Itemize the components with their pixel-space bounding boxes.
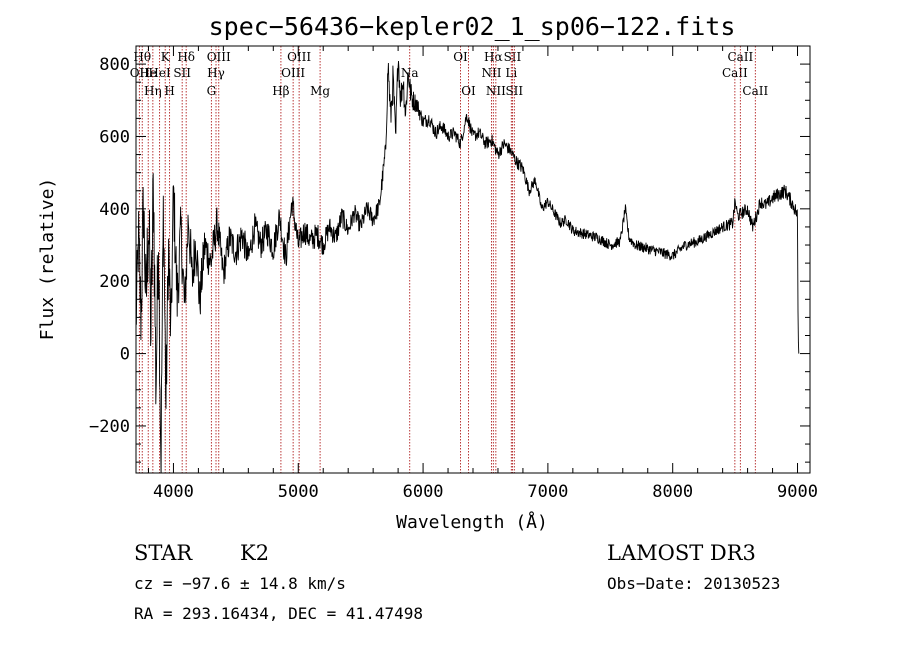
line-marker-label: Hβ [272, 84, 289, 98]
line-marker-label: NII [481, 66, 501, 80]
axes: 4000 5000 6000 7000 8000 9000 −200 0 200 400 600 80… [89, 45, 818, 502]
line-marker-label: OI [461, 84, 476, 98]
x-tick-label: 8000 [652, 482, 693, 502]
line-marker-label: G [207, 84, 217, 98]
line-marker-label: SII [505, 84, 523, 98]
obs-date-text: Obs−Date: 20130523 [607, 574, 780, 593]
line-marker-label: Hη [144, 84, 162, 98]
line-marker-label: OIII [287, 50, 311, 64]
line-marker-label: Hα [484, 50, 503, 64]
x-tick-label: 5000 [278, 482, 319, 502]
line-marker-label: CaII [722, 66, 748, 80]
line-marker-label: CaII [742, 84, 768, 98]
y-axis-label: Flux (relative) [37, 178, 58, 341]
line-marker-label: OII [130, 66, 150, 80]
plot-frame [135, 45, 811, 474]
object-subclass: K2 [240, 541, 269, 565]
coordinates-text: RA = 293.16434, DEC = 41.47498 [134, 604, 423, 623]
y-tick-label: −200 [89, 417, 130, 437]
y-tick-label: 400 [99, 200, 130, 220]
emission-line-markers: OIIHθHeHηHeIKHSIIHδGHγOIIIHβOIIIOIIIMgNa… [130, 46, 768, 473]
line-marker-label: Hθ [133, 50, 151, 64]
line-marker-label: OIII [207, 50, 231, 64]
line-marker-label: CaII [727, 50, 753, 64]
x-tick-label: 7000 [527, 482, 568, 502]
x-tick-label: 9000 [777, 482, 818, 502]
chart-title: spec−56436−kepler02_1_sp06−122.fits [209, 12, 736, 41]
y-tick-label: 200 [99, 272, 130, 292]
line-marker-label: Mg [310, 84, 330, 98]
line-marker-label: NII [486, 84, 506, 98]
line-marker-label: Na [401, 66, 419, 80]
x-axis-label: Wavelength (Å) [396, 511, 548, 533]
redshift-text: cz = −97.6 ± 14.8 km/s [134, 574, 346, 593]
object-class: STAR [134, 541, 193, 565]
spectrum-line [136, 60, 800, 473]
line-marker-label: OI [453, 50, 468, 64]
line-marker-label: HeI [148, 66, 171, 80]
y-tick-label: 600 [99, 127, 130, 147]
x-tick-label: 4000 [153, 482, 194, 502]
spectrum-series [136, 60, 800, 473]
line-marker-label: H [164, 84, 174, 98]
line-marker-label: SII [173, 66, 191, 80]
y-tick-label: 0 [120, 345, 130, 365]
line-marker-label: OIII [281, 66, 305, 80]
line-marker-label: Hγ [207, 66, 225, 80]
line-marker-label: SII [504, 50, 522, 64]
survey-name: LAMOST DR3 [607, 541, 756, 565]
line-marker-label: K [161, 50, 171, 64]
line-marker-label: Hδ [177, 50, 195, 64]
line-marker-label: Li [505, 66, 517, 80]
y-tick-label: 800 [99, 55, 130, 75]
x-tick-label: 6000 [403, 482, 444, 502]
